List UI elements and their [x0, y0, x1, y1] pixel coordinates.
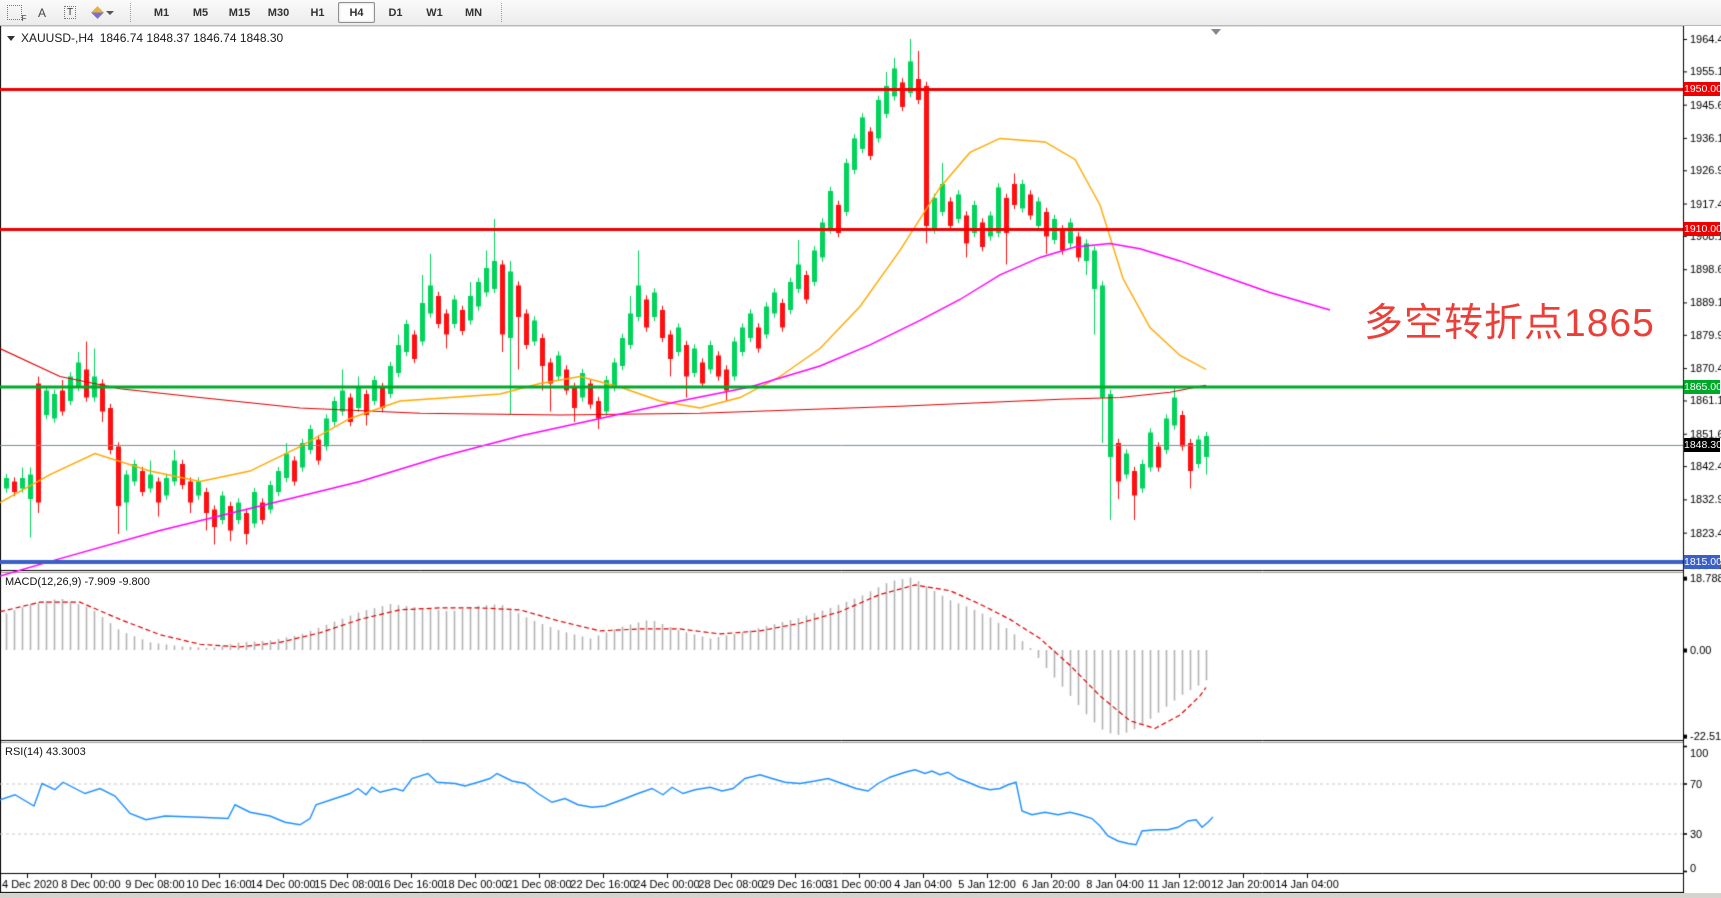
toolbar-separator — [501, 3, 507, 22]
price-level-badge-1910[interactable]: 1910.00 — [1684, 222, 1721, 236]
timeframe-d1-button[interactable]: D1 — [388, 6, 403, 19]
templates-icon[interactable]: F — [1, 1, 27, 24]
diamond-icon — [90, 6, 104, 19]
timeframe-mn-button[interactable]: MN — [464, 6, 483, 19]
chevron-down-icon — [105, 10, 114, 15]
window-bottom-edge — [0, 893, 1721, 898]
timeframe-m15-button[interactable]: M15 — [228, 6, 251, 19]
timeframe-m5-button[interactable]: M5 — [192, 6, 209, 19]
price-level-badge-1865[interactable]: 1865.00 — [1684, 380, 1721, 394]
timeframe-h1-button[interactable]: H1 — [310, 6, 325, 19]
price-level-badge-1950[interactable]: 1950.00 — [1684, 82, 1721, 96]
text-label-icon[interactable]: A — [37, 5, 46, 20]
timeframe-m30-button[interactable]: M30 — [267, 6, 290, 19]
ohlc-values: 1846.74 1848.37 1846.74 1848.30 — [99, 31, 284, 45]
toolbar-separator — [130, 3, 136, 22]
chart-shift-marker[interactable] — [1211, 29, 1221, 35]
price-level-badge-1815[interactable]: 1815.00 — [1684, 555, 1721, 569]
timeframe-h4-button[interactable]: H4 — [338, 2, 375, 23]
chart-toolbar: F A T M1 M5 M15 M30 H1 H4 D1 W1 MN — [0, 0, 1721, 26]
chart-symbol-header: XAUUSD-,H4 1846.74 1848.37 1846.74 1848.… — [7, 31, 283, 45]
rsi-indicator-label: RSI(14) 43.3003 — [5, 746, 86, 758]
shapes-dropdown-icon[interactable] — [85, 1, 121, 24]
chevron-down-icon — [7, 35, 15, 41]
text-box-icon[interactable]: T — [57, 1, 83, 24]
grid-glyph-icon: F — [6, 5, 27, 23]
current-price-badge: 1848.30 — [1684, 438, 1721, 452]
macd-indicator-label: MACD(12,26,9) -7.909 -9.800 — [5, 576, 150, 588]
symbol-label: XAUUSD-,H4 — [21, 31, 94, 45]
timeframe-m1-button[interactable]: M1 — [153, 6, 170, 19]
chart-annotation-text[interactable]: 多空转折点1865 — [1364, 302, 1655, 345]
timeframe-w1-button[interactable]: W1 — [426, 6, 443, 19]
